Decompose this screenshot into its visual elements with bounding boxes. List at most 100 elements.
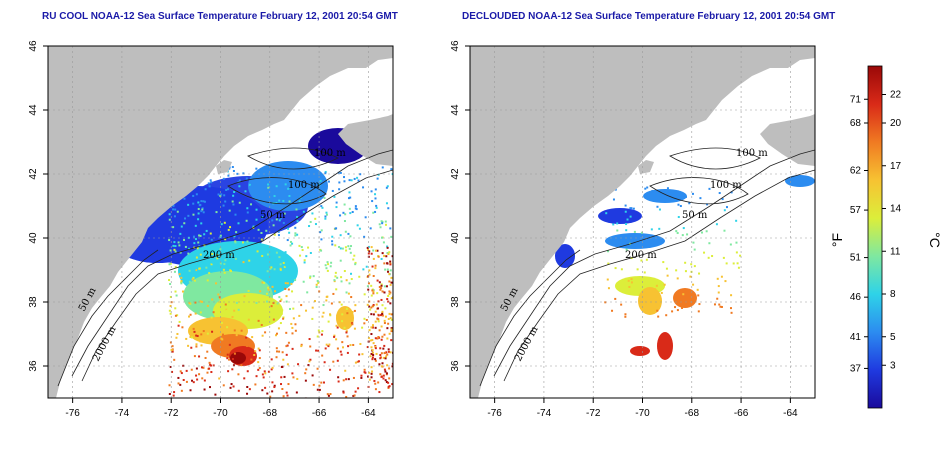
sst-pixel (327, 180, 330, 183)
sst-pixel (389, 291, 392, 294)
sst-pixel (363, 293, 366, 296)
sst-pixel (666, 187, 669, 190)
sst-pixel (369, 355, 372, 358)
sst-pixel (371, 265, 374, 268)
sst-pixel (390, 297, 393, 300)
sst-pixel (205, 229, 208, 232)
fahrenheit-tick-label: 62 (850, 166, 862, 177)
contour-50m (57, 249, 159, 387)
sst-pixel (318, 388, 321, 391)
sst-pixel (374, 310, 377, 313)
sst-pixel (630, 281, 633, 284)
sst-pixel (291, 347, 294, 350)
sst-pixel (686, 233, 689, 236)
sst-pixel (347, 345, 350, 348)
sst-pixel (322, 311, 325, 314)
sst-pixel (315, 349, 318, 352)
sst-pixel (324, 170, 327, 173)
sst-pixel (361, 353, 364, 356)
sst-pixel (375, 352, 378, 355)
sst-pixel (331, 240, 334, 243)
sst-pixel (335, 338, 338, 341)
sst-pixel (370, 366, 373, 369)
sst-pixel (353, 327, 356, 330)
sst-pixel (169, 295, 172, 298)
sst-pixel (326, 269, 329, 272)
contour-georges (227, 177, 327, 205)
sst-pixel (191, 379, 194, 382)
sst-pixel (204, 356, 207, 359)
sst-pixel (192, 202, 195, 205)
sst-pixel (195, 193, 198, 196)
sst-pixel (378, 223, 381, 226)
sst-pixel (384, 268, 387, 271)
sst-pixel (377, 307, 380, 310)
sst-pixel (250, 203, 253, 206)
sst-pixel (368, 305, 371, 308)
sst-pixel (341, 313, 344, 316)
sst-pixel (250, 185, 253, 188)
sst-pixel (178, 273, 181, 276)
sst-pixel (195, 345, 198, 348)
sst-pixel (299, 174, 302, 177)
sst-pixel (222, 333, 225, 336)
sst-pixel (335, 206, 338, 209)
sst-pixel (172, 204, 175, 207)
sst-pixel (329, 313, 332, 316)
sst-pixel (715, 223, 718, 226)
sst-pixel (226, 299, 229, 302)
sst-pixel (717, 285, 720, 288)
sst-pixel (174, 250, 177, 253)
sst-pixel (175, 294, 178, 297)
sst-pixel (388, 377, 391, 380)
sst-pixel (173, 391, 176, 394)
sst-pixel (248, 183, 251, 186)
colorbar (867, 65, 883, 409)
sst-pixel (338, 181, 341, 184)
sst-pixel (352, 376, 355, 379)
sst-pixel (325, 211, 328, 214)
sst-pixel (193, 279, 196, 282)
sst-pixel (676, 295, 679, 298)
sst-pixel (273, 195, 276, 198)
sst-pixel (388, 273, 391, 276)
sst-pixel (368, 371, 371, 374)
sst-pixel (316, 388, 319, 391)
sst-pixel (195, 374, 198, 377)
sst-pixel (324, 172, 327, 175)
sst-pixel (381, 314, 384, 317)
sst-pixel (303, 166, 306, 169)
sst-pixel (280, 217, 283, 220)
sst-pixel (201, 300, 204, 303)
sst-pixel (307, 176, 310, 179)
sst-pixel (325, 295, 328, 298)
sst-pixel (177, 382, 180, 385)
sst-pixel (363, 322, 366, 325)
sst-pixel (247, 318, 250, 321)
x-tick-label: -74 (537, 408, 552, 419)
sst-pixel (336, 276, 339, 279)
sst-pixel (220, 223, 223, 226)
sst-pixel (374, 320, 377, 323)
sst-pixel (346, 351, 349, 354)
sst-pixel (611, 309, 614, 312)
sst-pixel (230, 247, 233, 250)
sst-pixel (179, 251, 182, 254)
sst-pixel (248, 259, 251, 262)
contour-2000m (503, 169, 815, 382)
sst-pixel (173, 241, 176, 244)
sst-pixel (295, 391, 298, 394)
sst-pixel (377, 318, 380, 321)
sst-pixel (195, 334, 198, 337)
x-tick-label: -68 (263, 408, 278, 419)
sst-pixel (344, 246, 347, 249)
sst-pixel (194, 312, 197, 315)
sst-pixel (284, 287, 287, 290)
sst-pixel (374, 347, 377, 350)
sst-pixel (344, 369, 347, 372)
sst-pixel (344, 213, 347, 216)
sst-pixel (273, 268, 276, 271)
sst-pixel (363, 235, 366, 238)
sst-pixel (285, 331, 288, 334)
celsius-tick-label: 14 (890, 204, 902, 215)
